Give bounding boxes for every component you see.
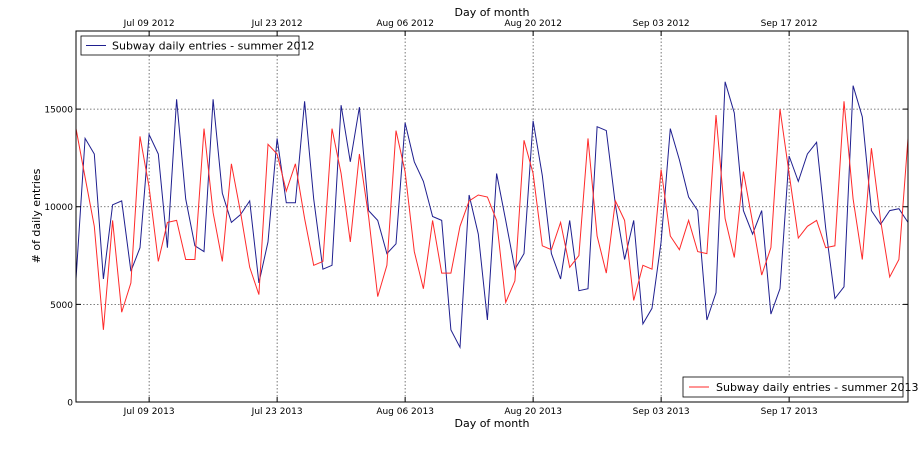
legend-label-2013: Subway daily entries - summer 2013 (716, 381, 919, 394)
plot-frame (75, 30, 909, 403)
x-tick-label-bottom: Sep 03 2013 (633, 407, 690, 417)
plot-series (75, 81, 909, 350)
legend-bottom: Subway daily entries - summer 2013 (682, 376, 919, 398)
bottom-x-axis-label: Day of month (454, 417, 529, 430)
x-tick-label-bottom: Sep 17 2013 (761, 407, 818, 417)
series-line-2012 (75, 81, 909, 350)
y-tick-label: 0 (67, 399, 73, 409)
x-tick-label-bottom: Aug 06 2013 (376, 407, 434, 417)
y-tick-label: 15000 (44, 106, 73, 116)
x-tick-label-top: Jul 23 2012 (251, 19, 303, 29)
x-tick-label-bottom: Jul 23 2013 (251, 407, 303, 417)
x-tick-label-top: Sep 17 2012 (761, 19, 818, 29)
series-line-2013 (75, 101, 909, 330)
legend-top: Subway daily entries - summer 2012 (80, 35, 315, 56)
y-tick-label: 5000 (50, 301, 73, 311)
axis-ticks: 0 5000 10000 15000 Jul 09 2013 Jul 23 2013 Aug… (44, 19, 908, 417)
x-tick-label-bottom: Jul 09 2013 (123, 407, 175, 417)
y-tick-label: 10000 (44, 203, 73, 213)
y-axis-label: # of daily entries (30, 168, 43, 263)
x-tick-label-bottom: Aug 20 2013 (504, 407, 562, 417)
x-tick-label-top: Sep 03 2012 (633, 19, 690, 29)
grid-lines (76, 31, 908, 402)
x-tick-label-top: Aug 06 2012 (376, 19, 434, 29)
legend-label-2012: Subway daily entries - summer 2012 (112, 40, 315, 53)
x-tick-label-top: Aug 20 2012 (504, 19, 562, 29)
top-x-axis-label: Day of month (454, 6, 529, 19)
x-tick-label-top: Jul 09 2012 (123, 19, 175, 29)
